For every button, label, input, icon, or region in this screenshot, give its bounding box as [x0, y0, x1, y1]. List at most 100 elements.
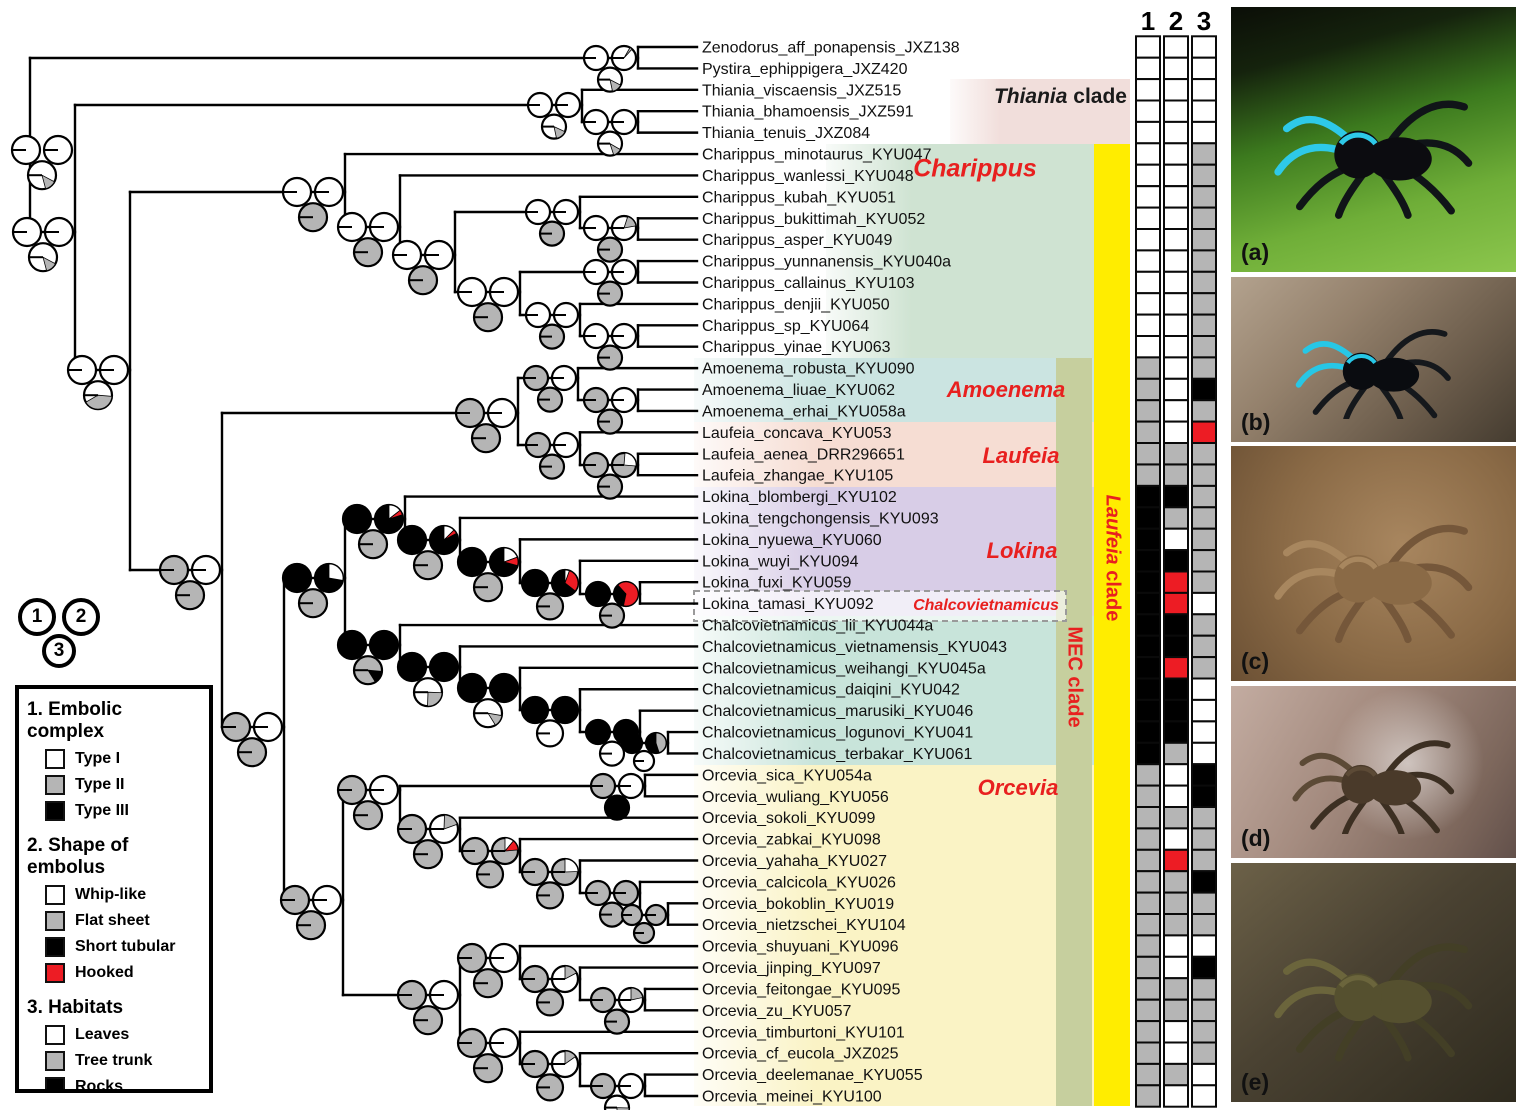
- state-pie: [612, 580, 640, 608]
- state-pie: [472, 572, 504, 603]
- state-pie: [535, 1073, 565, 1102]
- legend-item-label: Flat sheet: [75, 912, 150, 929]
- state-cell-col3: [1191, 35, 1217, 59]
- state-cell-col2: [1163, 527, 1189, 552]
- state-cell-col1: [1135, 913, 1161, 937]
- species-label: Zenodorus_aff_ponapensis_JXZ138: [702, 40, 960, 57]
- state-cell-col2: [1163, 1062, 1189, 1087]
- state-cell-col3: [1191, 78, 1217, 102]
- state-pie: [313, 176, 345, 208]
- state-pie: [582, 258, 610, 286]
- species-label: Orcevia_feitongae_KYU095: [702, 982, 900, 999]
- state-cell-col2: [1163, 720, 1189, 744]
- state-pie: [582, 451, 610, 479]
- species-label: Charippus_yunnanensis_KYU040a: [702, 254, 951, 271]
- state-cell-col1: [1135, 848, 1161, 873]
- side-band-mec: [1056, 358, 1092, 1106]
- spider-photo-e: (e): [1231, 863, 1516, 1102]
- state-pie: [596, 473, 624, 500]
- state-pie: [336, 774, 368, 806]
- species-label: Chalcovietnamicus_daiqini_KYU042: [702, 682, 960, 699]
- state-cell-col3: [1191, 163, 1217, 188]
- state-pie: [428, 524, 460, 556]
- clade-band-thiania: [950, 79, 1130, 144]
- state-pie: [584, 580, 612, 608]
- state-cell-col3: [1191, 292, 1217, 316]
- state-cell-col1: [1135, 977, 1161, 1001]
- state-cell-col3: [1191, 720, 1217, 744]
- state-cell-col3: [1191, 185, 1217, 209]
- state-cell-col3: [1191, 506, 1217, 530]
- state-cell-col2: [1163, 741, 1189, 766]
- state-pie: [488, 672, 520, 704]
- state-pie: [520, 857, 550, 887]
- state-cell-col3: [1191, 784, 1217, 808]
- state-pie: [396, 524, 428, 556]
- state-cell-col2: [1163, 399, 1189, 423]
- state-cell-col3: [1191, 913, 1217, 937]
- state-pie: [538, 453, 566, 480]
- photo-panel: (a) (b) (c) (d) (e): [1231, 0, 1516, 1110]
- state-pie: [582, 322, 610, 350]
- state-cell-col2: [1163, 377, 1189, 402]
- state-cell-col1: [1135, 463, 1161, 487]
- photo-caption: (c): [1241, 648, 1270, 674]
- state-pie: [352, 655, 384, 686]
- state-cell-col3: [1191, 977, 1217, 1001]
- state-cell-col3: [1191, 527, 1217, 552]
- state-cell-col2: [1163, 998, 1189, 1023]
- state-cell-col1: [1135, 1084, 1161, 1108]
- species-label: Orcevia_sokoli_KYU099: [702, 810, 876, 827]
- legend-swatch: [45, 911, 65, 931]
- state-pie: [190, 554, 222, 586]
- state-pie: [520, 1049, 550, 1079]
- spider-photo-d: (d): [1231, 686, 1516, 858]
- state-pie: [490, 836, 520, 866]
- legend-item: Whip-like: [45, 885, 201, 905]
- species-label: Orcevia_jinping_KYU097: [702, 960, 881, 977]
- state-pie: [472, 1053, 504, 1084]
- state-cell-col2: [1163, 634, 1189, 659]
- state-pie: [538, 323, 566, 350]
- state-pie: [488, 546, 520, 578]
- legend-item: Type II: [45, 775, 201, 795]
- state-pie: [535, 592, 565, 621]
- species-label: Orcevia_shuyuani_KYU096: [702, 939, 899, 956]
- species-label: Lokina_tamasi_KYU092: [702, 596, 874, 613]
- species-label: Orcevia_yahaha_KYU027: [702, 853, 887, 870]
- state-cell-col1: [1135, 270, 1161, 295]
- state-cell-col1: [1135, 35, 1161, 59]
- state-cell-col1: [1135, 335, 1161, 359]
- state-cell-col3: [1191, 377, 1217, 402]
- state-pie: [396, 813, 428, 845]
- state-cell-col3: [1191, 934, 1217, 958]
- matrix-header-1: 1: [1141, 6, 1155, 36]
- state-cell-col1: [1135, 613, 1161, 637]
- state-cell-col3: [1191, 1062, 1217, 1087]
- legend-item-label: Leaves: [75, 1026, 130, 1043]
- legend-item-label: Whip-like: [75, 886, 147, 903]
- state-pie: [297, 588, 329, 619]
- state-cell-col1: [1135, 292, 1161, 316]
- state-cell-col3: [1191, 656, 1217, 680]
- key-circle-1: 1: [18, 598, 56, 636]
- state-cell-col2: [1163, 1084, 1189, 1108]
- state-pie: [610, 108, 638, 136]
- state-cell-col2: [1163, 656, 1189, 680]
- state-pie: [412, 839, 444, 870]
- state-pie: [428, 651, 460, 683]
- legend-items-embolus-shape: Whip-like Flat sheet Short tubular Hooked: [27, 885, 201, 983]
- state-cell-col3: [1191, 591, 1217, 616]
- state-pie: [472, 968, 504, 999]
- legend-title-embolus-shape: 2. Shape of embolus: [27, 835, 129, 878]
- state-cell-col3: [1191, 356, 1217, 380]
- state-cell-col3: [1191, 420, 1217, 445]
- legend-item: Type I: [45, 749, 201, 769]
- state-pie: [596, 408, 624, 435]
- state-pie: [456, 1027, 488, 1059]
- state-cell-col1: [1135, 570, 1161, 594]
- state-cell-col3: [1191, 1041, 1217, 1065]
- state-pie: [26, 160, 58, 191]
